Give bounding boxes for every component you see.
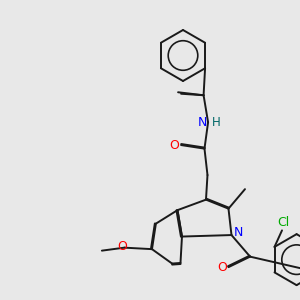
Text: N: N (198, 116, 207, 129)
Text: O: O (117, 240, 127, 253)
Text: Cl: Cl (278, 215, 290, 229)
Text: O: O (169, 139, 179, 152)
Text: N: N (233, 226, 243, 238)
Text: H: H (212, 116, 221, 129)
Text: O: O (217, 261, 227, 274)
